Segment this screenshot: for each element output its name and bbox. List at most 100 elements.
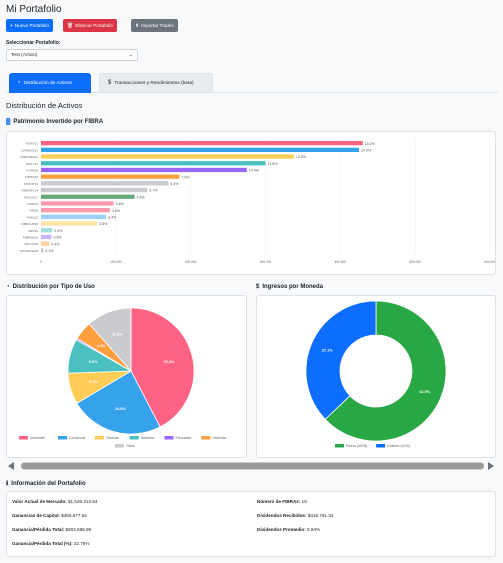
bar-category-label: FIBHO12 bbox=[25, 175, 38, 179]
legend-label[interactable]: Educativo bbox=[176, 436, 192, 440]
pie-slice[interactable] bbox=[305, 300, 377, 420]
tab-transactions[interactable]: $ Transacciones y Rendimientos (beta) bbox=[99, 73, 213, 93]
bar-data-label: 11.6% bbox=[268, 162, 279, 166]
pie-slice[interactable] bbox=[130, 307, 195, 428]
import-trades-label: Importar Trades bbox=[141, 23, 174, 28]
legend-label[interactable]: Otros bbox=[126, 444, 135, 448]
bar[interactable] bbox=[41, 154, 294, 159]
bar-chart: 0 100,000 200,000 300,000 400,000 500,000 600,… bbox=[19, 139, 496, 264]
bar-category-label: FINN13 bbox=[27, 202, 38, 206]
pie-card-title-text: Distribución por Tipo de Uso bbox=[12, 284, 95, 290]
tab-asset-distribution[interactable]: ◔ Distribución de Activos bbox=[9, 73, 91, 93]
bar[interactable] bbox=[41, 161, 266, 166]
bar[interactable] bbox=[41, 147, 360, 152]
legend-swatch[interactable] bbox=[19, 436, 28, 440]
bar[interactable] bbox=[41, 167, 247, 173]
bar-chart-card: 0 100,000 200,000 300,000 400,000 500,000 600,… bbox=[6, 131, 496, 275]
legend-label[interactable]: Dólares (USD) bbox=[387, 444, 410, 448]
bar-x-tick-label: 500,000 bbox=[409, 260, 421, 264]
bar-data-label: 10.4% bbox=[249, 169, 260, 173]
legend-label[interactable]: Pesos (MXN) bbox=[346, 444, 367, 448]
bar[interactable] bbox=[41, 234, 52, 240]
bar[interactable] bbox=[41, 141, 363, 146]
scroll-left-icon[interactable] bbox=[8, 462, 14, 470]
legend-swatch[interactable] bbox=[58, 436, 67, 440]
delete-portfolio-button[interactable]: 🗑 Eliminar Portafolio bbox=[63, 19, 117, 32]
bar-category-label: FPLUS16 bbox=[25, 242, 39, 246]
bar-x-tick-label: 400,000 bbox=[335, 260, 347, 264]
bar-card-title-text: Patrimonio Invertido por FIBRA bbox=[13, 119, 104, 125]
bar-category-label: FSHOP13 bbox=[24, 182, 38, 186]
scroll-right-icon[interactable] bbox=[488, 462, 494, 470]
bar-data-label: 0.5% bbox=[53, 236, 62, 240]
bar[interactable] bbox=[41, 174, 180, 179]
pie-slice[interactable] bbox=[324, 300, 447, 442]
bar-category-label: FIBRAPL14 bbox=[22, 189, 39, 193]
pie-slice[interactable] bbox=[88, 307, 132, 373]
scrollbar-thumb[interactable] bbox=[21, 462, 484, 470]
bar[interactable] bbox=[41, 194, 135, 199]
import-trades-button[interactable]: ⬆ Importar Trades bbox=[131, 19, 178, 32]
bar[interactable] bbox=[41, 241, 50, 246]
horizontal-scrollbar[interactable] bbox=[6, 459, 496, 471]
bar[interactable] bbox=[41, 201, 114, 206]
bar[interactable] bbox=[41, 228, 53, 233]
bar[interactable] bbox=[41, 181, 169, 186]
legend-swatch[interactable] bbox=[94, 436, 104, 440]
bar-category-label: FUNO11 bbox=[26, 142, 38, 146]
bar-data-label: 7.0% bbox=[181, 175, 190, 179]
bar-category-label: VESTA bbox=[28, 229, 39, 233]
bar-data-label: 14.9% bbox=[361, 149, 372, 153]
pie-slice-label: 43.3% bbox=[164, 360, 175, 364]
legend-swatch[interactable] bbox=[115, 444, 124, 448]
bar-data-label: 15.2% bbox=[365, 142, 376, 146]
portfolio-select[interactable]: Test (Activo) ⌄ bbox=[6, 49, 138, 61]
legend-label[interactable]: Oficinas bbox=[106, 436, 119, 440]
info-dividends-average: Dividendos Promedio: 9.94% bbox=[257, 527, 321, 532]
bar-data-label: 12.6% bbox=[296, 155, 307, 159]
legend-label[interactable]: Industrial bbox=[30, 436, 45, 440]
bar[interactable] bbox=[41, 208, 110, 213]
pie-slice-label: 24.6% bbox=[115, 407, 126, 411]
legend-label[interactable]: Comercial bbox=[69, 436, 85, 440]
legend-swatch[interactable] bbox=[129, 436, 139, 440]
bar-category-label: FMTY14 bbox=[26, 162, 38, 166]
bar[interactable] bbox=[41, 248, 44, 253]
bar-category-label: STORAGE18 bbox=[19, 249, 38, 253]
donut-card-title-text: Ingresos por Moneda bbox=[262, 284, 324, 290]
legend-swatch[interactable] bbox=[335, 444, 344, 448]
section-title: Distribución de Activos bbox=[6, 101, 83, 110]
dollar-icon: $ bbox=[256, 284, 260, 290]
legend-swatch[interactable] bbox=[376, 444, 386, 448]
bar-x-tick-label: 100,000 bbox=[110, 260, 122, 264]
pie-slice-label: 62.9% bbox=[419, 390, 430, 394]
bar[interactable] bbox=[41, 221, 98, 226]
legend-swatch[interactable] bbox=[201, 436, 211, 440]
bar-card-title: ▓ Patrimonio Invertido por FIBRA bbox=[6, 119, 103, 125]
pie-slice[interactable] bbox=[76, 370, 161, 435]
bar[interactable] bbox=[41, 187, 148, 193]
pie-chart-card: 43.3% 24.6% 8.2% 9.0% 4.9% 11.8% Industrial Com… bbox=[6, 295, 247, 458]
bar-data-label: 6.4% bbox=[170, 182, 179, 186]
donut-chart: 62.9% 37.1% Pesos (MXN) Dólares (USD) bbox=[305, 300, 447, 448]
info-fibra-count: Número de FIBRAs: 16 bbox=[257, 499, 307, 504]
pie-slice-label: 11.8% bbox=[112, 333, 123, 337]
bar-category-label: FIHO12 bbox=[27, 215, 38, 219]
pie-slice-label: 4.9% bbox=[97, 344, 106, 348]
bar-data-label: 0.5% bbox=[54, 229, 63, 233]
info-dividends-received: Dividendos Recibidos: $416,791.34 bbox=[257, 513, 334, 518]
info-market-value: Valor Actual de Mercado: $1,526,313.64 bbox=[12, 499, 98, 504]
bar-category-label: DANHOS13 bbox=[21, 148, 38, 152]
bar-data-label: 3.8% bbox=[116, 202, 125, 206]
portfolio-info-card: Valor Actual de Mercado: $1,526,313.64 G… bbox=[6, 491, 496, 557]
new-portfolio-button[interactable]: + Nuevo Portafolio bbox=[6, 19, 53, 32]
bar-x-tick-label: 0 bbox=[40, 260, 42, 264]
legend-label[interactable]: Vivienda bbox=[212, 436, 226, 440]
legend-swatch[interactable] bbox=[164, 436, 174, 440]
donut-card-title: $ Ingresos por Moneda bbox=[256, 284, 323, 290]
tab-label: Distribución de Activos bbox=[23, 80, 72, 86]
bar-category-label: FIBRAMQ12 bbox=[20, 155, 38, 159]
info-total-gain-pct: Ganancia/Pérdida Total (%): 22.76% bbox=[12, 541, 90, 546]
bar[interactable] bbox=[41, 214, 107, 219]
legend-label[interactable]: Hotelero bbox=[141, 436, 155, 440]
